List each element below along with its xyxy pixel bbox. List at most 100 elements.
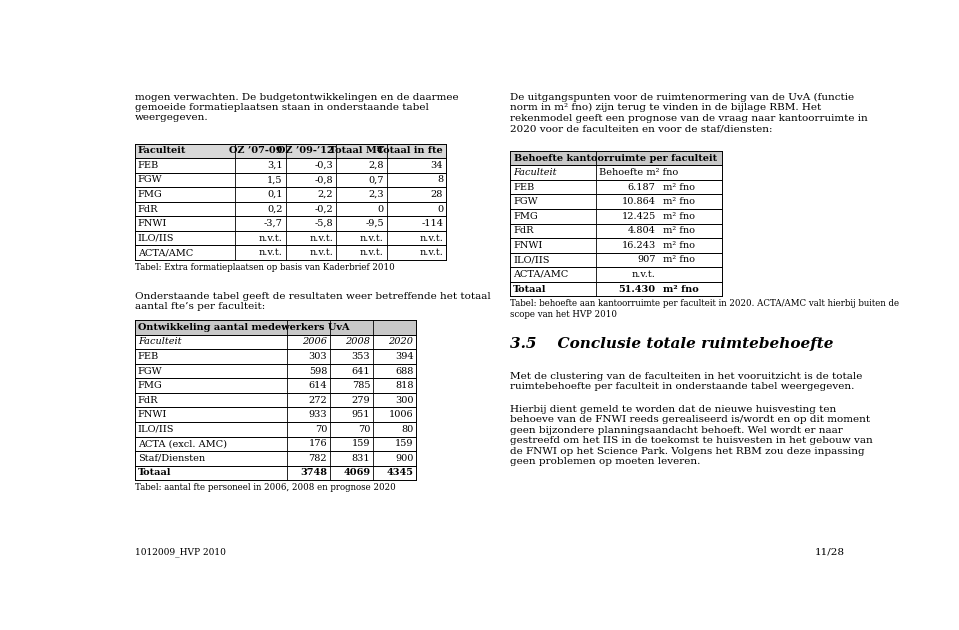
Text: 51.430: 51.430 [619,285,656,294]
Text: 0,7: 0,7 [368,175,384,185]
Text: FNWI: FNWI [138,410,167,419]
Bar [510,267,722,282]
Text: 688: 688 [395,367,413,375]
Text: Totaal in fte: Totaal in fte [378,146,443,155]
Text: ILO/IIS: ILO/IIS [513,255,550,265]
Text: 641: 641 [352,367,370,375]
Text: 2,8: 2,8 [368,161,384,170]
Text: m² fno: m² fno [664,183,695,192]
Text: ACTA/AMC: ACTA/AMC [138,248,193,257]
Text: 4345: 4345 [386,468,413,478]
Bar [510,238,722,253]
Text: n.v.t.: n.v.t. [259,248,283,257]
Text: 0,1: 0,1 [268,190,283,199]
Text: 782: 782 [309,454,327,463]
Text: -0,2: -0,2 [315,205,333,214]
Bar [134,246,446,260]
Text: 818: 818 [395,381,413,390]
Text: Faculteit: Faculteit [138,146,186,155]
Text: 34: 34 [431,161,443,170]
Bar [134,451,416,466]
Text: 1012009_HVP 2010: 1012009_HVP 2010 [134,547,225,557]
Text: 159: 159 [395,439,413,449]
Text: FEB: FEB [138,352,159,361]
Text: 3748: 3748 [300,468,327,478]
Text: n.v.t.: n.v.t. [310,234,333,243]
Text: 300: 300 [395,396,413,404]
Bar [134,231,446,246]
Text: FMG: FMG [138,381,162,390]
Text: 80: 80 [401,425,413,433]
Text: m² fno: m² fno [664,255,695,265]
Bar [134,173,446,187]
Bar [134,335,416,349]
Text: Totaal: Totaal [513,285,547,294]
Bar [510,209,722,224]
Text: ILO/IIS: ILO/IIS [138,234,175,243]
Text: 907: 907 [637,255,656,265]
Text: -0,3: -0,3 [315,161,333,170]
Text: Behoefte kantoorruimte per faculteit: Behoefte kantoorruimte per faculteit [514,154,717,163]
Text: 614: 614 [309,381,327,390]
Text: 353: 353 [352,352,370,361]
Text: 1006: 1006 [388,410,413,419]
Text: ACTA (excl. AMC): ACTA (excl. AMC) [138,439,226,449]
Text: FNWI: FNWI [138,219,167,228]
Bar [510,165,722,180]
Text: FEB: FEB [138,161,159,170]
Text: m² fno: m² fno [664,226,695,236]
Text: FdR: FdR [138,205,158,214]
Text: Totaal M€: Totaal M€ [329,146,384,155]
Text: 11/28: 11/28 [814,547,845,556]
Text: 176: 176 [309,439,327,449]
Bar [510,253,722,267]
Text: 0: 0 [378,205,384,214]
Text: 2,2: 2,2 [317,190,333,199]
Bar [134,393,416,408]
Text: 10.864: 10.864 [621,197,656,206]
Bar [134,187,446,202]
Text: m² fno: m² fno [664,197,695,206]
Text: n.v.t.: n.v.t. [360,248,384,257]
Bar [134,158,446,173]
Text: 16.243: 16.243 [621,241,656,250]
Text: n.v.t.: n.v.t. [419,248,443,257]
Text: FGW: FGW [513,197,538,206]
Bar [510,224,722,238]
Text: Tabel: Extra formatieplaatsen op basis van Kaderbrief 2010: Tabel: Extra formatieplaatsen op basis v… [134,263,394,272]
Text: 0,2: 0,2 [268,205,283,214]
Text: 933: 933 [309,410,327,419]
Text: 2008: 2008 [345,338,370,346]
Text: FNWI: FNWI [513,241,543,250]
Text: Faculteit: Faculteit [513,168,556,177]
Bar [134,202,446,216]
Text: 785: 785 [352,381,370,390]
Text: 2020: 2020 [388,338,413,346]
Text: Hierbij dient gemeld te worden dat de nieuwe huisvesting ten
behoeve van de FNWI: Hierbij dient gemeld te worden dat de ni… [510,405,873,466]
Bar [510,282,722,296]
Text: Ontwikkeling aantal medewerkers UvA: Ontwikkeling aantal medewerkers UvA [138,323,350,332]
Bar [134,320,416,335]
Text: Faculteit: Faculteit [138,338,181,346]
Text: Behoefte m² fno: Behoefte m² fno [598,168,678,177]
Text: m² fno: m² fno [664,285,699,294]
Text: De uitgangspunten voor de ruimtenormering van de UvA (functie
norm in m² fno) zi: De uitgangspunten voor de ruimtenormerin… [510,93,868,133]
Text: FdR: FdR [138,396,158,404]
Text: OZ ’09-’12: OZ ’09-’12 [276,146,333,155]
Text: Onderstaande tabel geeft de resultaten weer betreffende het totaal
aantal fte’s : Onderstaande tabel geeft de resultaten w… [134,292,490,311]
Text: FdR: FdR [513,226,533,236]
Bar [134,408,416,422]
Bar [134,364,416,378]
Text: 0: 0 [437,205,443,214]
Text: Met de clustering van de faculteiten in het vooruitzicht is de totale
ruimtebeho: Met de clustering van de faculteiten in … [510,372,862,391]
Text: OZ ’07-09: OZ ’07-09 [229,146,283,155]
Text: FGW: FGW [138,367,162,375]
Text: 159: 159 [352,439,370,449]
Text: n.v.t.: n.v.t. [419,234,443,243]
Text: 12.425: 12.425 [621,212,656,220]
Text: 831: 831 [352,454,370,463]
Text: Staf/Diensten: Staf/Diensten [138,454,205,463]
Text: 951: 951 [352,410,370,419]
Text: 272: 272 [309,396,327,404]
Text: FEB: FEB [513,183,534,192]
